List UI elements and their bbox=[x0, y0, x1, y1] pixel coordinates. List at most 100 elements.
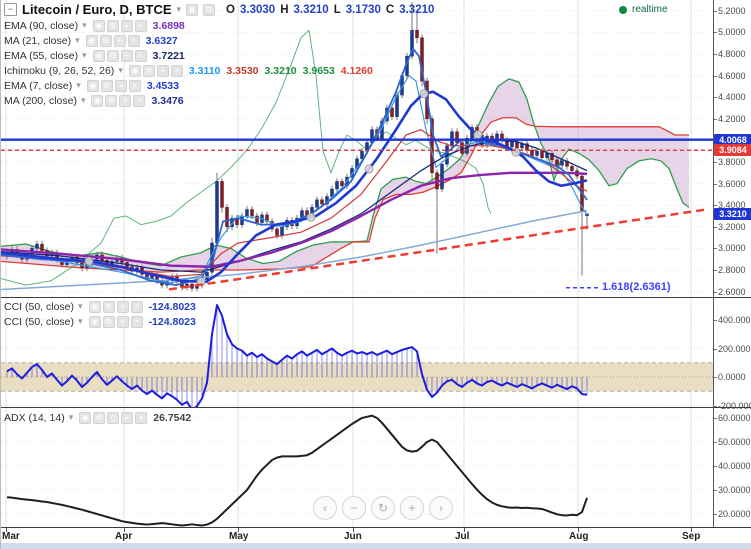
low-value: 3.1730 bbox=[345, 3, 381, 16]
gear-icon[interactable]: ⚙ bbox=[203, 3, 216, 16]
cci-pane[interactable] bbox=[1, 304, 713, 410]
candle-body bbox=[35, 243, 39, 249]
close-icon[interactable]: × bbox=[127, 34, 140, 47]
eye-icon[interactable]: ◉ bbox=[128, 64, 141, 77]
plus-icon[interactable]: + bbox=[116, 300, 129, 313]
chevron-down-icon[interactable]: ▾ bbox=[80, 95, 86, 105]
close-icon[interactable]: × bbox=[130, 300, 143, 313]
indicator-label[interactable]: MA (21, close) bbox=[4, 34, 72, 47]
scale-tick-label: 4.6000 bbox=[714, 70, 746, 81]
price-scale[interactable]: 5.2000 5.0000 4.8000 4.6000 4.4000 4.2000 4.00… bbox=[713, 0, 751, 543]
indicator-label[interactable]: EMA (90, close) bbox=[4, 19, 79, 32]
scale-tick-label: 50.0000 bbox=[714, 437, 751, 447]
plus-icon[interactable]: + bbox=[119, 94, 132, 107]
gear-icon[interactable]: ⚙ bbox=[106, 19, 119, 32]
chevron-down-icon[interactable]: ▾ bbox=[176, 4, 182, 14]
collapse-legend-icon[interactable]: − bbox=[4, 3, 17, 16]
indicator-value: 3.3530 bbox=[226, 64, 259, 77]
plus-icon[interactable]: + bbox=[156, 64, 169, 77]
chevron-down-icon[interactable]: ▾ bbox=[75, 35, 80, 45]
candle-body bbox=[510, 141, 514, 148]
gear-icon[interactable]: ⚙ bbox=[106, 49, 119, 62]
close-icon[interactable]: × bbox=[134, 49, 147, 62]
drawing-anchor-point[interactable] bbox=[511, 147, 521, 157]
reset-view-button[interactable]: ↻ bbox=[371, 496, 395, 520]
chevron-down-icon[interactable]: ▾ bbox=[118, 65, 123, 75]
chevron-down-icon[interactable]: ▾ bbox=[68, 412, 74, 422]
indicator-label[interactable]: CCI (50, close) bbox=[4, 315, 75, 328]
eye-icon[interactable]: ◉ bbox=[88, 315, 101, 328]
indicator-label[interactable]: EMA (55, close) bbox=[4, 49, 79, 62]
open-value: 3.3030 bbox=[240, 3, 276, 16]
eye-icon[interactable]: ◉ bbox=[186, 3, 199, 16]
candle-body bbox=[555, 159, 559, 166]
close-icon[interactable]: × bbox=[128, 79, 141, 92]
gear-icon[interactable]: ⚙ bbox=[102, 315, 115, 328]
chevron-down-icon[interactable]: ▾ bbox=[78, 316, 83, 326]
eye-icon[interactable]: ◉ bbox=[92, 49, 105, 62]
price-badge: 4.0068 bbox=[714, 133, 751, 146]
drawing-anchor-point[interactable] bbox=[364, 164, 374, 174]
eye-icon[interactable]: ◉ bbox=[91, 94, 104, 107]
scroll-right-button[interactable]: › bbox=[429, 496, 453, 520]
pane-separator[interactable] bbox=[1, 297, 751, 298]
plus-icon[interactable]: + bbox=[114, 79, 127, 92]
time-tick bbox=[464, 528, 465, 532]
eye-icon[interactable]: ◉ bbox=[88, 300, 101, 313]
ema55-line bbox=[1, 139, 588, 273]
indicator-label[interactable]: EMA (7, close) bbox=[4, 79, 73, 92]
pane-separator[interactable] bbox=[1, 407, 751, 408]
drawing-anchor-point[interactable] bbox=[473, 130, 483, 140]
fib-extension-label[interactable]: 1.618(2.6361) bbox=[602, 280, 671, 293]
parens-icon[interactable]: () bbox=[107, 411, 120, 424]
drawing-anchor-point[interactable] bbox=[84, 256, 94, 266]
close-icon[interactable]: × bbox=[134, 19, 147, 32]
chart-canvas[interactable] bbox=[1, 0, 713, 543]
plus-icon[interactable]: + bbox=[121, 411, 134, 424]
close-icon[interactable]: × bbox=[170, 64, 183, 77]
gear-icon[interactable]: ⚙ bbox=[93, 411, 106, 424]
main-pane[interactable] bbox=[1, 2, 713, 292]
time-tick bbox=[6, 528, 7, 532]
plus-icon[interactable]: + bbox=[113, 34, 126, 47]
adx-pane[interactable] bbox=[6, 414, 588, 527]
chevron-down-icon[interactable]: ▾ bbox=[82, 20, 87, 30]
chevron-down-icon[interactable]: ▾ bbox=[82, 50, 87, 60]
cci-histogram bbox=[6, 305, 588, 407]
gear-icon[interactable]: ⚙ bbox=[105, 94, 118, 107]
zoom-in-button[interactable]: + bbox=[400, 496, 424, 520]
candle-body bbox=[280, 226, 284, 236]
close-icon[interactable]: × bbox=[130, 315, 143, 328]
eye-icon[interactable]: ◉ bbox=[86, 79, 99, 92]
candle-body bbox=[550, 153, 554, 161]
indicator-label[interactable]: CCI (50, close) bbox=[4, 300, 75, 313]
indicator-label[interactable]: MA (200, close) bbox=[4, 94, 77, 107]
drawing-anchor-point[interactable] bbox=[419, 89, 429, 99]
plus-icon[interactable]: + bbox=[120, 49, 133, 62]
chevron-down-icon[interactable]: ▾ bbox=[76, 80, 81, 90]
gear-icon[interactable]: ⚙ bbox=[142, 64, 155, 77]
gear-icon[interactable]: ⚙ bbox=[100, 79, 113, 92]
close-icon[interactable]: × bbox=[135, 411, 148, 424]
close-icon[interactable]: × bbox=[133, 94, 146, 107]
drawing-anchor-point[interactable] bbox=[306, 212, 316, 222]
candle-body bbox=[410, 29, 414, 57]
ema90-line bbox=[1, 171, 588, 268]
chevron-down-icon[interactable]: ▾ bbox=[78, 301, 83, 311]
eye-icon[interactable]: ◉ bbox=[79, 411, 92, 424]
gear-icon[interactable]: ⚙ bbox=[99, 34, 112, 47]
indicator-row: EMA (7, close) ▾ ◉ ⚙ + × 3.4533 bbox=[4, 78, 434, 93]
time-scale[interactable]: Mar Apr May Jun Jul Aug Sep bbox=[1, 528, 751, 543]
eye-icon[interactable]: ◉ bbox=[85, 34, 98, 47]
plus-icon[interactable]: + bbox=[116, 315, 129, 328]
scale-tick-label: 3.8000 bbox=[714, 157, 746, 167]
indicator-value: 3.3110 bbox=[188, 64, 221, 77]
scroll-left-button[interactable]: ‹ bbox=[313, 496, 337, 520]
gear-icon[interactable]: ⚙ bbox=[102, 300, 115, 313]
plus-icon[interactable]: + bbox=[120, 19, 133, 32]
zoom-out-button[interactable]: − bbox=[342, 496, 366, 520]
indicator-label[interactable]: ADX (14, 14) bbox=[4, 411, 65, 424]
candle-body bbox=[390, 107, 394, 117]
indicator-label[interactable]: Ichimoku (9, 26, 52, 26) bbox=[4, 64, 115, 77]
eye-icon[interactable]: ◉ bbox=[92, 19, 105, 32]
